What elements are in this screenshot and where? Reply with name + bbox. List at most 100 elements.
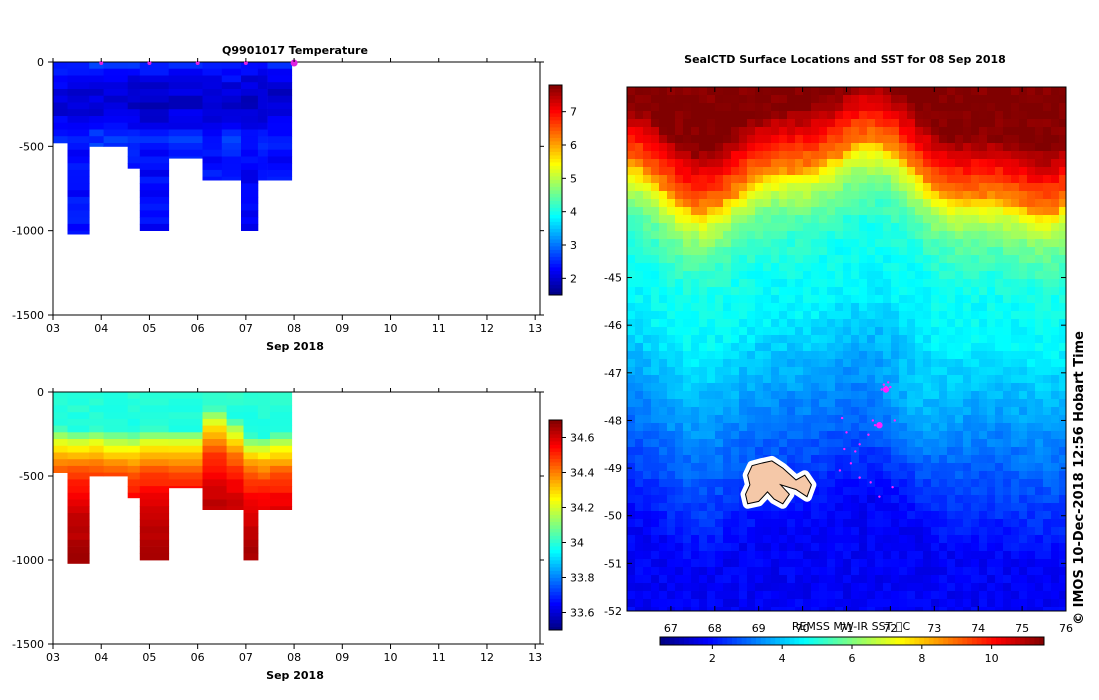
sst-cell	[987, 231, 995, 239]
sst-cell	[819, 439, 827, 447]
sst-cell	[707, 87, 715, 95]
colorbar-swatch	[784, 637, 790, 645]
sst-cell	[739, 303, 747, 311]
sst-cell	[811, 327, 819, 335]
section-cell	[221, 163, 242, 171]
sst-cell	[939, 279, 947, 287]
sst-cell	[659, 543, 667, 551]
colorbar-swatch	[991, 637, 997, 645]
sst-cell	[923, 399, 931, 407]
sst-cell	[715, 519, 723, 527]
sst-cell	[667, 439, 675, 447]
sst-cell	[907, 591, 915, 599]
sst-cell	[1043, 167, 1051, 175]
sst-cell	[699, 415, 707, 423]
sst-cell	[707, 279, 715, 287]
sst-cell	[947, 591, 955, 599]
sst-cell	[635, 487, 643, 495]
sst-cell	[675, 127, 683, 135]
section-cell	[53, 68, 68, 76]
sst-cell	[811, 495, 819, 503]
colorbar-swatch	[549, 225, 562, 229]
sst-cell	[867, 103, 875, 111]
sst-cell	[771, 591, 779, 599]
sst-cell	[1051, 479, 1059, 487]
sst-cell	[819, 503, 827, 511]
sst-cell	[723, 399, 731, 407]
sst-cell	[755, 447, 763, 455]
sst-cell	[755, 519, 763, 527]
sst-cell	[851, 439, 859, 447]
sst-cell	[1003, 327, 1011, 335]
sst-cell	[723, 535, 731, 543]
section-cell	[89, 405, 105, 413]
sst-cell	[723, 119, 731, 127]
sst-cell	[683, 407, 691, 415]
sst-cell	[771, 175, 779, 183]
sst-cell	[931, 391, 939, 399]
sst-cell	[923, 423, 931, 431]
sst-cell	[627, 431, 635, 439]
sst-cell	[659, 303, 667, 311]
sst-cell	[779, 575, 787, 583]
sst-cell	[955, 527, 963, 535]
sst-cell	[907, 543, 915, 551]
sst-cell	[715, 143, 723, 151]
sst-cell	[667, 503, 675, 511]
sst-cell	[979, 175, 987, 183]
sst-cell	[739, 439, 747, 447]
sst-cell	[819, 495, 827, 503]
section-cell	[257, 459, 271, 467]
sst-cell	[1059, 287, 1066, 295]
lat-tick-label: -48	[604, 414, 622, 427]
sst-cell	[963, 175, 971, 183]
sst-cell	[1059, 135, 1066, 143]
sst-cell	[899, 223, 907, 231]
sst-cell	[747, 135, 755, 143]
sst-cell	[731, 567, 739, 575]
sst-cell	[811, 535, 819, 543]
sst-cell	[691, 303, 699, 311]
sst-cell	[707, 175, 715, 183]
sst-cell	[923, 303, 931, 311]
sst-cell	[659, 215, 667, 223]
sst-cell	[987, 431, 995, 439]
sst-cell	[915, 551, 923, 559]
sst-cell	[747, 383, 755, 391]
sst-cell	[707, 559, 715, 567]
sst-cell	[971, 431, 979, 439]
profile-marker	[290, 59, 298, 67]
sst-cell	[891, 559, 899, 567]
sst-cell	[899, 351, 907, 359]
sst-cell	[1027, 335, 1035, 343]
sst-cell	[907, 567, 915, 575]
sst-cell	[1035, 175, 1043, 183]
sst-cell	[899, 375, 907, 383]
colorbar-swatch	[924, 637, 930, 645]
section-cell	[127, 163, 141, 169]
section-cell	[127, 62, 141, 70]
sst-cell	[763, 143, 771, 151]
sst-cell	[755, 503, 763, 511]
section-cell	[127, 472, 141, 480]
section-cell	[67, 89, 90, 97]
sst-cell	[987, 375, 995, 383]
sst-cell	[875, 439, 883, 447]
sst-cell	[723, 231, 731, 239]
sst-cell	[643, 543, 651, 551]
sst-cell	[939, 423, 947, 431]
sst-cell	[875, 519, 883, 527]
sst-cell	[779, 391, 787, 399]
sst-cell	[995, 215, 1003, 223]
sst-cell	[771, 423, 779, 431]
section-cell	[67, 95, 90, 103]
sst-cell	[779, 127, 787, 135]
sst-cell	[875, 487, 883, 495]
sst-cell	[931, 383, 939, 391]
section-cell	[67, 479, 90, 487]
section-cell	[221, 156, 242, 164]
sst-cell	[715, 103, 723, 111]
sst-cell	[995, 175, 1003, 183]
sst-cell	[939, 271, 947, 279]
sst-cell	[859, 479, 867, 487]
